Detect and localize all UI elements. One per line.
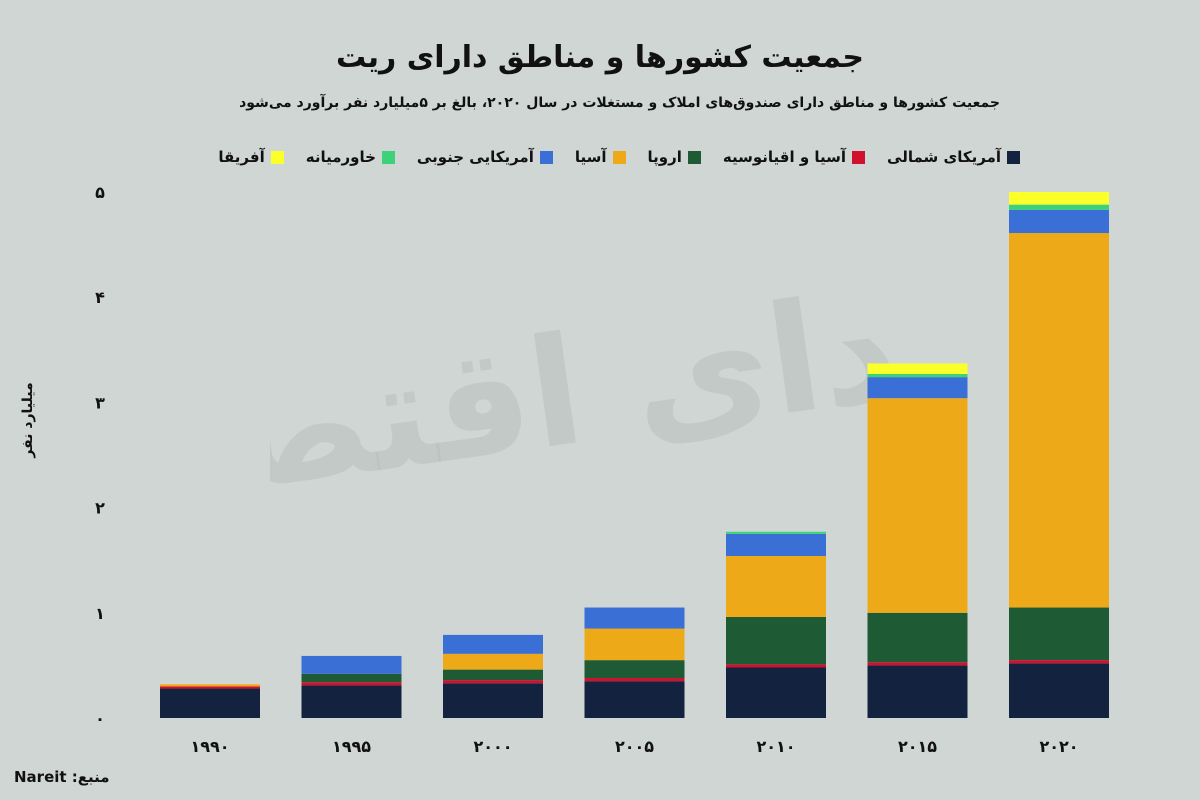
watermark-logo: فردای اقتصاد [270, 240, 910, 540]
bar-segment [1009, 607, 1109, 661]
y-tick-label: ۰ [95, 709, 105, 728]
legend-item: آمریکایی جنوبی [417, 148, 553, 166]
bar-segment [867, 377, 968, 399]
x-tick-label: ۱۹۹۵ [332, 737, 371, 756]
y-tick-label: ۳ [95, 393, 105, 412]
legend-swatch [381, 150, 395, 164]
bar-segment [726, 531, 826, 534]
bar-segment [726, 617, 826, 665]
legend-item: آمریکای شمالی [887, 148, 1020, 166]
legend-label: آمریکایی جنوبی [416, 148, 534, 166]
y-tick-label: ۴ [95, 288, 105, 307]
bar-segment [867, 662, 968, 666]
legend-label: آفریقا [218, 148, 265, 166]
bar-segment [1009, 663, 1109, 718]
bar-segment [584, 678, 685, 682]
chart-subtitle: جمعیت کشورها و مناطق دارای صندوق‌های امل… [239, 95, 1000, 111]
bar-segment [867, 612, 968, 663]
bar-segment [301, 673, 402, 683]
y-tick-label: ۵ [95, 183, 105, 202]
x-tick-label: ۱۹۹۰ [190, 737, 229, 756]
legend: آمریکای شمالی آسیا و اقیانوسیه اروپا آسیا آم… [218, 148, 1020, 166]
legend-label: آسیا و اقیانوسیه [722, 148, 847, 166]
legend-swatch [687, 150, 701, 164]
bar-segment [301, 685, 402, 718]
bar-segment [301, 682, 402, 686]
bar-segment [1009, 192, 1109, 205]
bar-segment [584, 607, 685, 629]
x-tick-label: ۲۰۰۵ [615, 737, 654, 756]
y-axis-label: میلیارد نفر [20, 382, 36, 458]
bar-segment [1009, 209, 1109, 234]
bar-segment [443, 669, 543, 681]
bar-segment [584, 628, 685, 661]
bar-segment [443, 653, 543, 670]
bar-segment [160, 684, 260, 687]
x-tick-label: ۲۰۱۵ [898, 737, 937, 756]
bar-segment [867, 363, 968, 374]
legend-swatch [852, 150, 866, 164]
bar-segment [443, 683, 543, 718]
x-tick-label: ۲۰۰۰ [473, 737, 512, 756]
bar-segment [1009, 233, 1109, 608]
legend-item: خاورمیانه [306, 148, 395, 166]
bar-segment [1009, 660, 1109, 664]
legend-label: خاورمیانه [305, 148, 376, 166]
bar-segment [584, 681, 685, 718]
x-tick-label: ۲۰۱۰ [756, 737, 795, 756]
bar-segment [443, 680, 543, 684]
bar-segment [726, 667, 826, 718]
bar-segment [726, 664, 826, 668]
bar-segment [867, 373, 968, 378]
bar-segment [1009, 204, 1109, 210]
legend-swatch [539, 150, 553, 164]
legend-swatch [1007, 150, 1020, 164]
bar-segment [584, 660, 685, 679]
bar-segment [726, 555, 826, 618]
y-tick-label: ۲ [95, 499, 105, 518]
legend-item: اروپا [648, 148, 701, 166]
x-tick-label: ۲۰۲۰ [1039, 737, 1078, 756]
y-tick-label: ۱ [95, 604, 105, 623]
bar-segment [726, 533, 826, 556]
legend-swatch [612, 150, 626, 164]
legend-label: آمریکای شمالی [887, 148, 1001, 166]
chart-title: جمعیت کشورها و مناطق دارای ریت [335, 40, 865, 75]
legend-swatch [270, 150, 284, 164]
legend-item: آسیا و اقیانوسیه [722, 148, 866, 166]
legend-item: آسیا [575, 148, 626, 166]
source-note: منبع: Nareit [14, 768, 110, 786]
legend-label: آسیا [574, 148, 607, 166]
bar-segment [867, 665, 968, 718]
bar-segment [867, 398, 968, 613]
bar-segment [160, 686, 260, 689]
bar-segment [443, 634, 543, 654]
legend-label: اروپا [647, 148, 682, 166]
bar-segment [301, 655, 402, 674]
bar-segment [160, 688, 260, 718]
legend-item: آفریقا [218, 148, 284, 166]
